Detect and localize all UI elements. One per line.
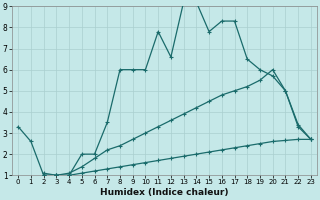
X-axis label: Humidex (Indice chaleur): Humidex (Indice chaleur) [100, 188, 229, 197]
